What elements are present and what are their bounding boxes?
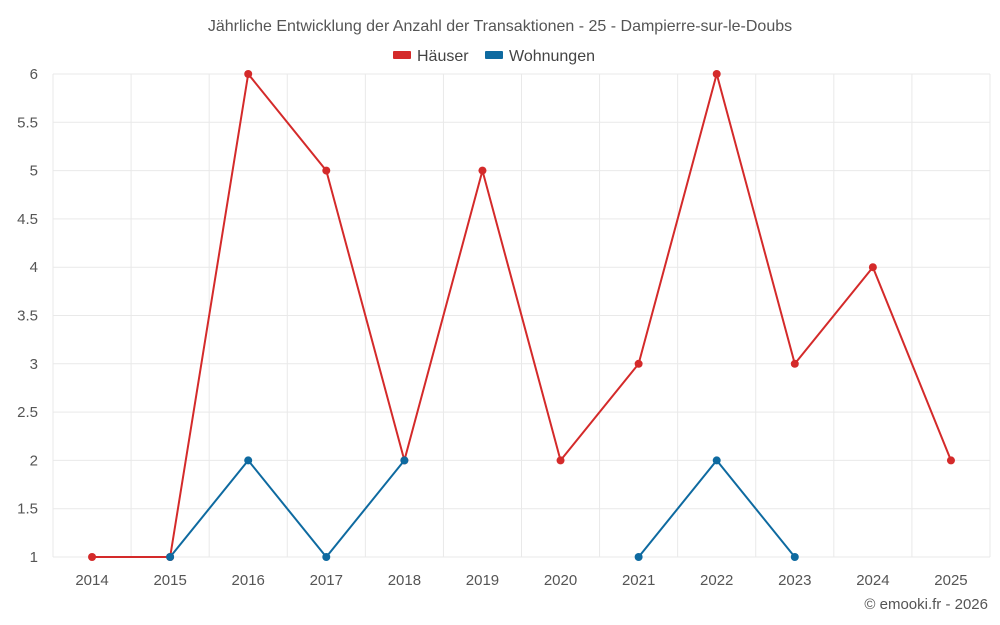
- y-tick-label: 4.5: [17, 211, 38, 228]
- x-tick-label: 2018: [388, 572, 421, 589]
- data-point[interactable]: [946, 456, 955, 465]
- data-point[interactable]: [790, 359, 799, 368]
- x-tick-label: 2025: [934, 572, 967, 589]
- data-point[interactable]: [712, 456, 721, 465]
- x-tick-label: 2020: [544, 572, 577, 589]
- y-tick-label: 1.5: [17, 501, 38, 518]
- y-tick-label: 5: [30, 163, 38, 180]
- y-tick-label: 1: [30, 549, 38, 566]
- data-point[interactable]: [712, 70, 721, 78]
- x-tick-label: 2019: [466, 572, 499, 589]
- data-point[interactable]: [244, 70, 253, 78]
- data-point[interactable]: [322, 166, 331, 175]
- y-tick-label: 3.5: [17, 308, 38, 325]
- data-point[interactable]: [478, 166, 487, 175]
- series-line: [169, 459, 406, 558]
- credit-text: © emooki.fr - 2026: [864, 596, 988, 613]
- legend: Häuser Wohnungen: [393, 48, 595, 65]
- y-tick-label: 2.5: [17, 404, 38, 421]
- x-axis: 2014 2015 2016 2017 2018 2019 2020 2021 2022 2023…: [75, 572, 967, 589]
- y-axis: 1 1.5 2 2.5 3 3.5 4 4.5 5 5.5 6: [17, 66, 38, 566]
- x-tick-label: 2024: [856, 572, 889, 589]
- legend-item-haeuser[interactable]: Häuser: [393, 48, 469, 65]
- legend-swatch-haeuser: [393, 51, 411, 59]
- data-point[interactable]: [166, 553, 175, 561]
- x-tick-label: 2014: [75, 572, 108, 589]
- y-tick-label: 4: [30, 259, 38, 276]
- x-tick-label: 2022: [700, 572, 733, 589]
- series-layer: [88, 70, 955, 561]
- legend-label-wohnungen: Wohnungen: [509, 48, 595, 65]
- y-tick-label: 3: [30, 356, 38, 373]
- x-tick-label: 2017: [310, 572, 343, 589]
- data-point[interactable]: [400, 456, 409, 465]
- data-point[interactable]: [88, 553, 97, 561]
- x-tick-label: 2021: [622, 572, 655, 589]
- data-point[interactable]: [634, 359, 643, 368]
- series-line: [92, 73, 952, 558]
- data-point[interactable]: [634, 553, 643, 561]
- legend-item-wohnungen[interactable]: Wohnungen: [485, 48, 595, 65]
- data-point[interactable]: [868, 263, 877, 272]
- data-point[interactable]: [556, 456, 565, 465]
- y-tick-label: 5.5: [17, 114, 38, 131]
- data-point[interactable]: [244, 456, 253, 465]
- data-point[interactable]: [322, 553, 331, 561]
- legend-swatch-wohnungen: [485, 51, 503, 59]
- series-0: [88, 70, 955, 561]
- x-tick-label: 2015: [153, 572, 186, 589]
- y-tick-label: 6: [30, 66, 38, 83]
- series-1: [166, 456, 799, 561]
- chart-title: Jährliche Entwicklung der Anzahl der Tra…: [208, 18, 792, 35]
- x-tick-label: 2023: [778, 572, 811, 589]
- data-point[interactable]: [790, 553, 799, 561]
- legend-label-haeuser: Häuser: [417, 48, 469, 65]
- y-tick-label: 2: [30, 452, 38, 469]
- x-tick-label: 2016: [232, 572, 265, 589]
